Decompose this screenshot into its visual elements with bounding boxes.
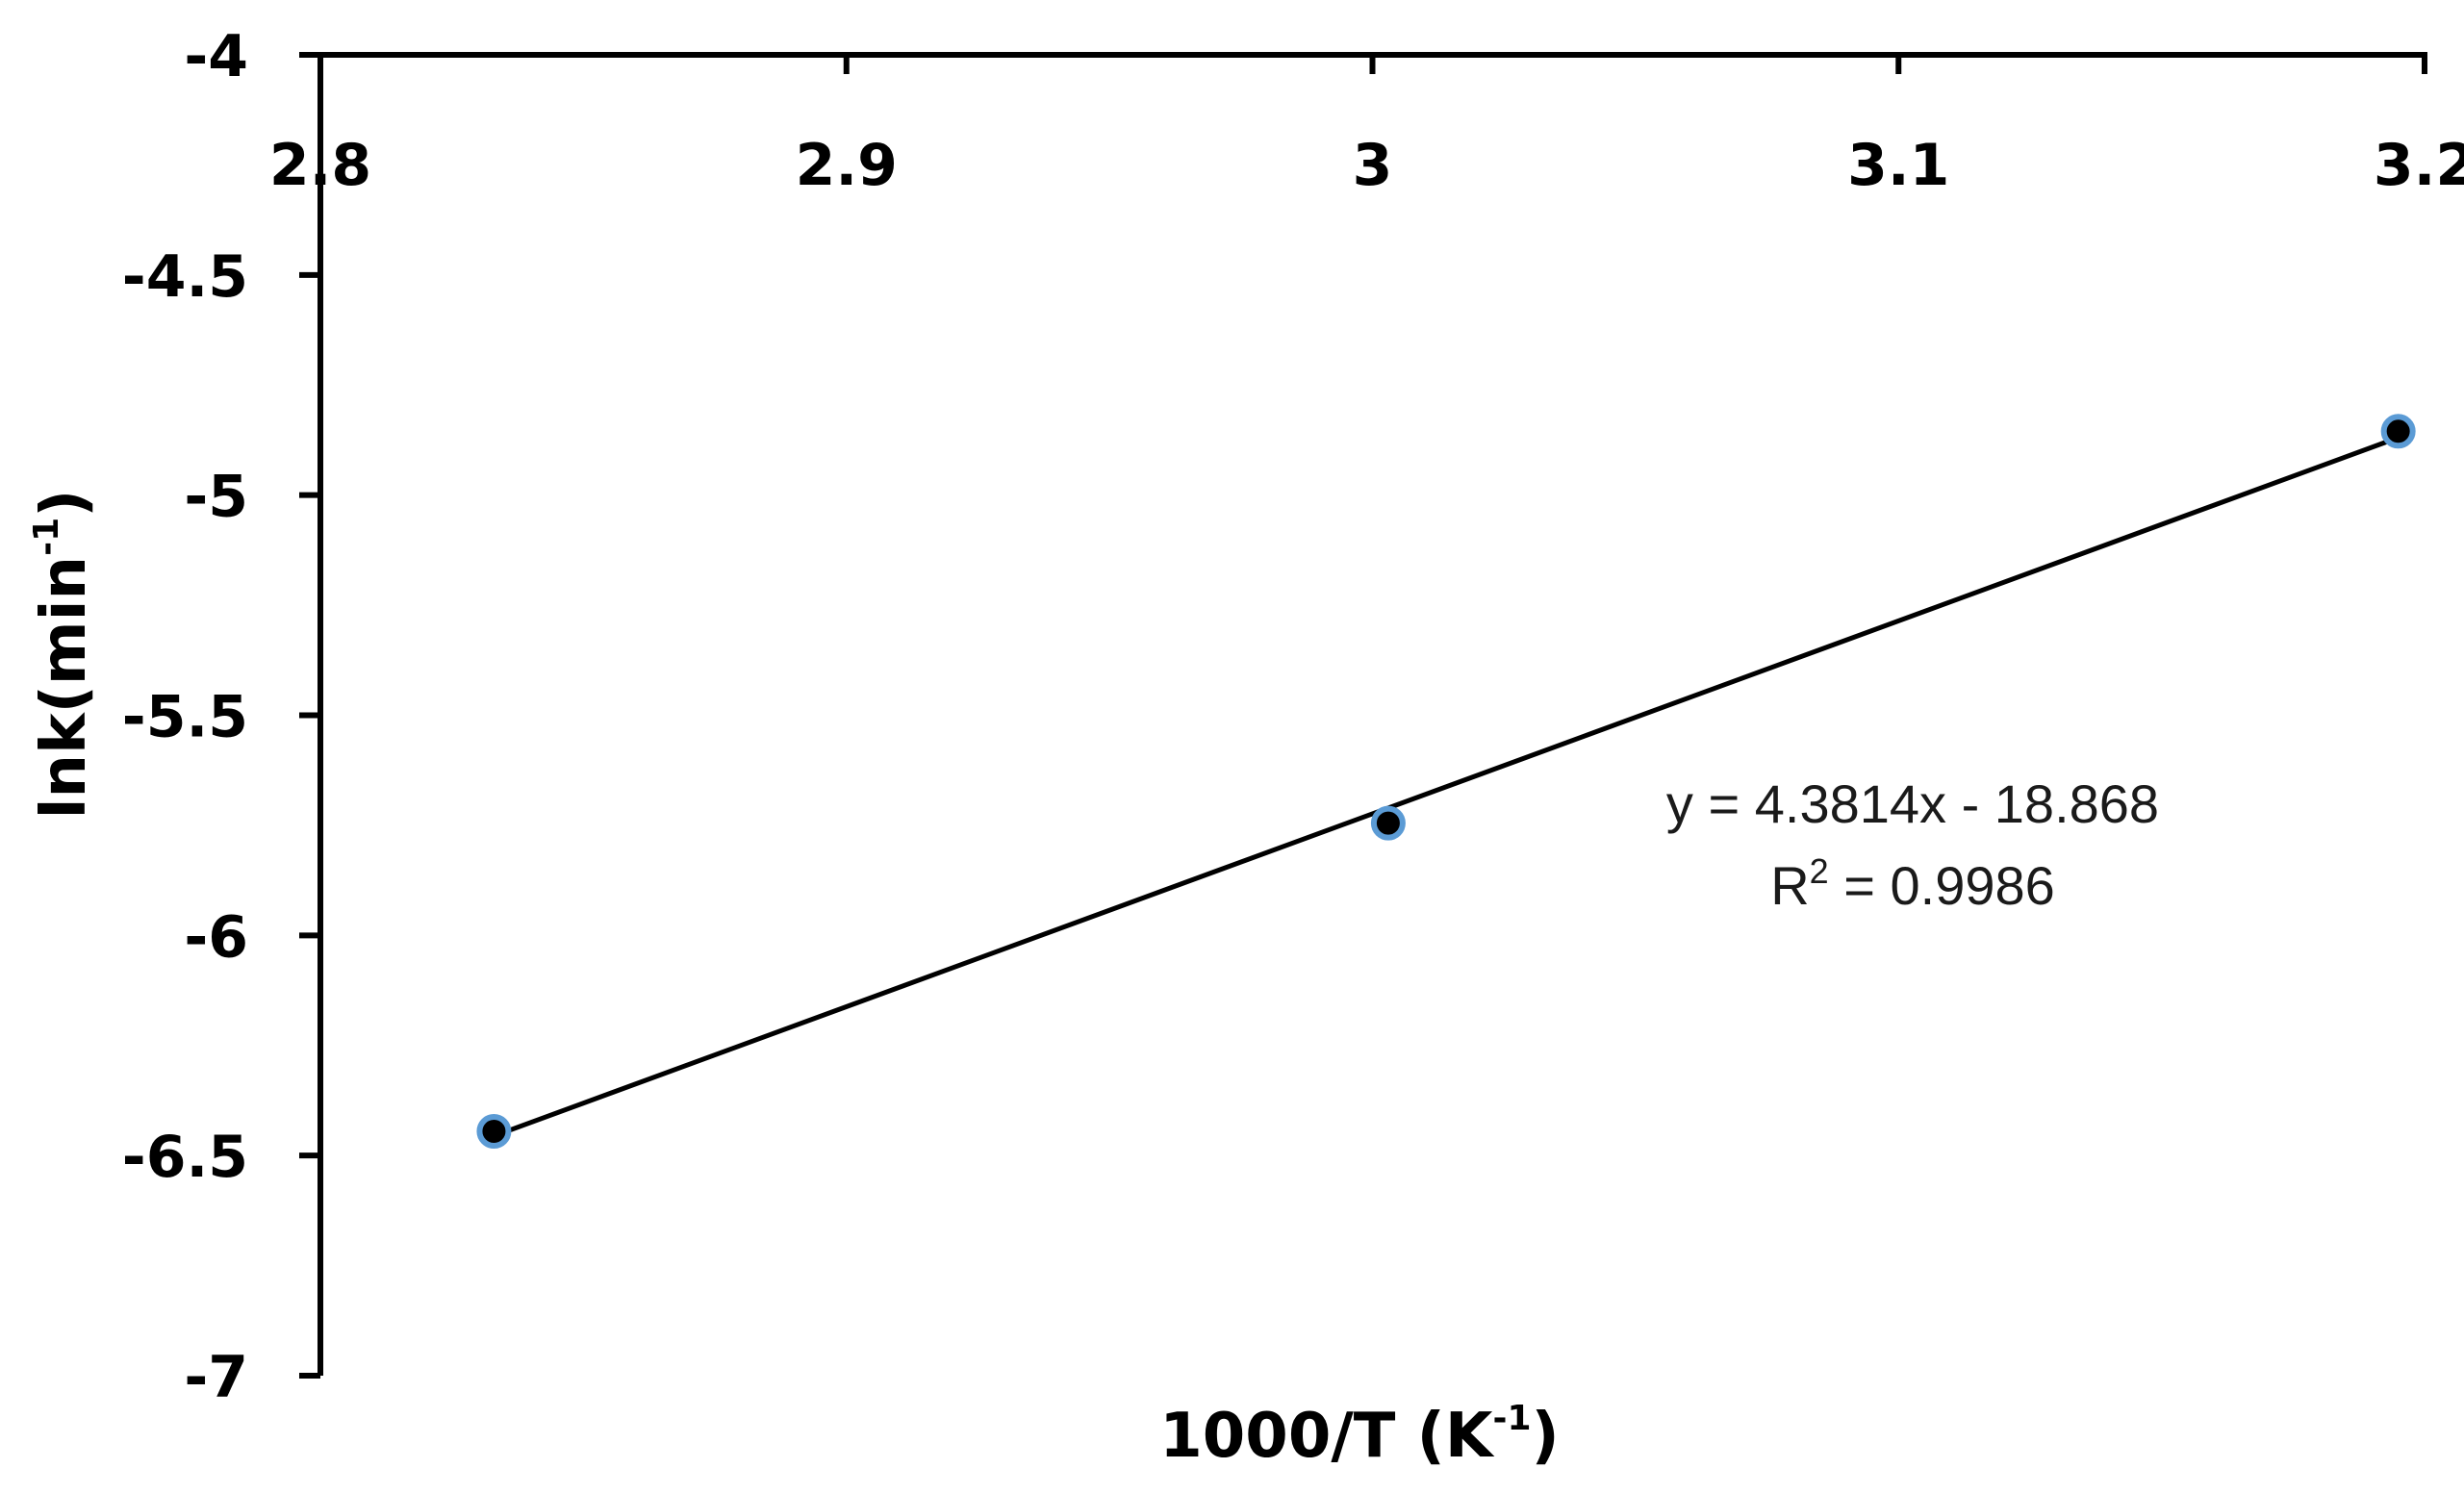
x-axis-title-close: ) bbox=[1532, 1401, 1560, 1472]
r-squared-label: R2 = 0.9986 bbox=[1770, 851, 2055, 916]
r-squared-superscript: 2 bbox=[1810, 851, 1829, 891]
y-axis-title-close: ) bbox=[29, 490, 100, 518]
data-point bbox=[1370, 805, 1406, 841]
r-squared-value: = 0.9986 bbox=[1829, 855, 2055, 916]
y-tick-label: -4 bbox=[184, 23, 248, 90]
trendline-equation: y = 4.3814x - 18.868 bbox=[1666, 773, 2159, 834]
axes bbox=[318, 52, 2427, 1376]
y-tick-label: -5.5 bbox=[122, 684, 248, 751]
r-squared-symbol: R bbox=[1770, 855, 1809, 916]
x-axis-ticks: 2.8 2.9 3 3.1 3.2 bbox=[269, 55, 2464, 199]
x-tick-label: 2.9 bbox=[796, 132, 898, 199]
y-tick-label: -4.5 bbox=[122, 243, 248, 311]
x-tick-label: 3.2 bbox=[2374, 132, 2464, 199]
x-tick-label: 3.1 bbox=[1847, 132, 1949, 199]
x-axis-title: 1000/T (K-1) bbox=[1159, 1399, 1560, 1472]
data-points bbox=[476, 414, 2416, 1149]
trendline bbox=[493, 435, 2400, 1139]
y-axis-title: lnk(min-1) bbox=[27, 490, 100, 820]
y-tick-label: -6 bbox=[184, 903, 248, 971]
y-axis-ticks: -4 -4.5 -5 -5.5 -6 -6.5 -7 bbox=[122, 23, 320, 1411]
x-tick-label: 2.8 bbox=[269, 132, 371, 199]
y-axis-title-main: lnk(min bbox=[29, 556, 100, 820]
x-tick-label: 3 bbox=[1353, 132, 1393, 199]
y-tick-label: -6.5 bbox=[122, 1124, 248, 1191]
data-point bbox=[2380, 414, 2416, 449]
y-axis-title-superscript: -1 bbox=[27, 518, 66, 556]
x-axis-title-superscript: -1 bbox=[1493, 1399, 1532, 1438]
data-point bbox=[476, 1113, 512, 1149]
y-tick-label: -5 bbox=[184, 464, 248, 531]
x-axis-title-main: 1000/T (K bbox=[1159, 1401, 1495, 1472]
y-tick-label: -7 bbox=[184, 1344, 248, 1411]
